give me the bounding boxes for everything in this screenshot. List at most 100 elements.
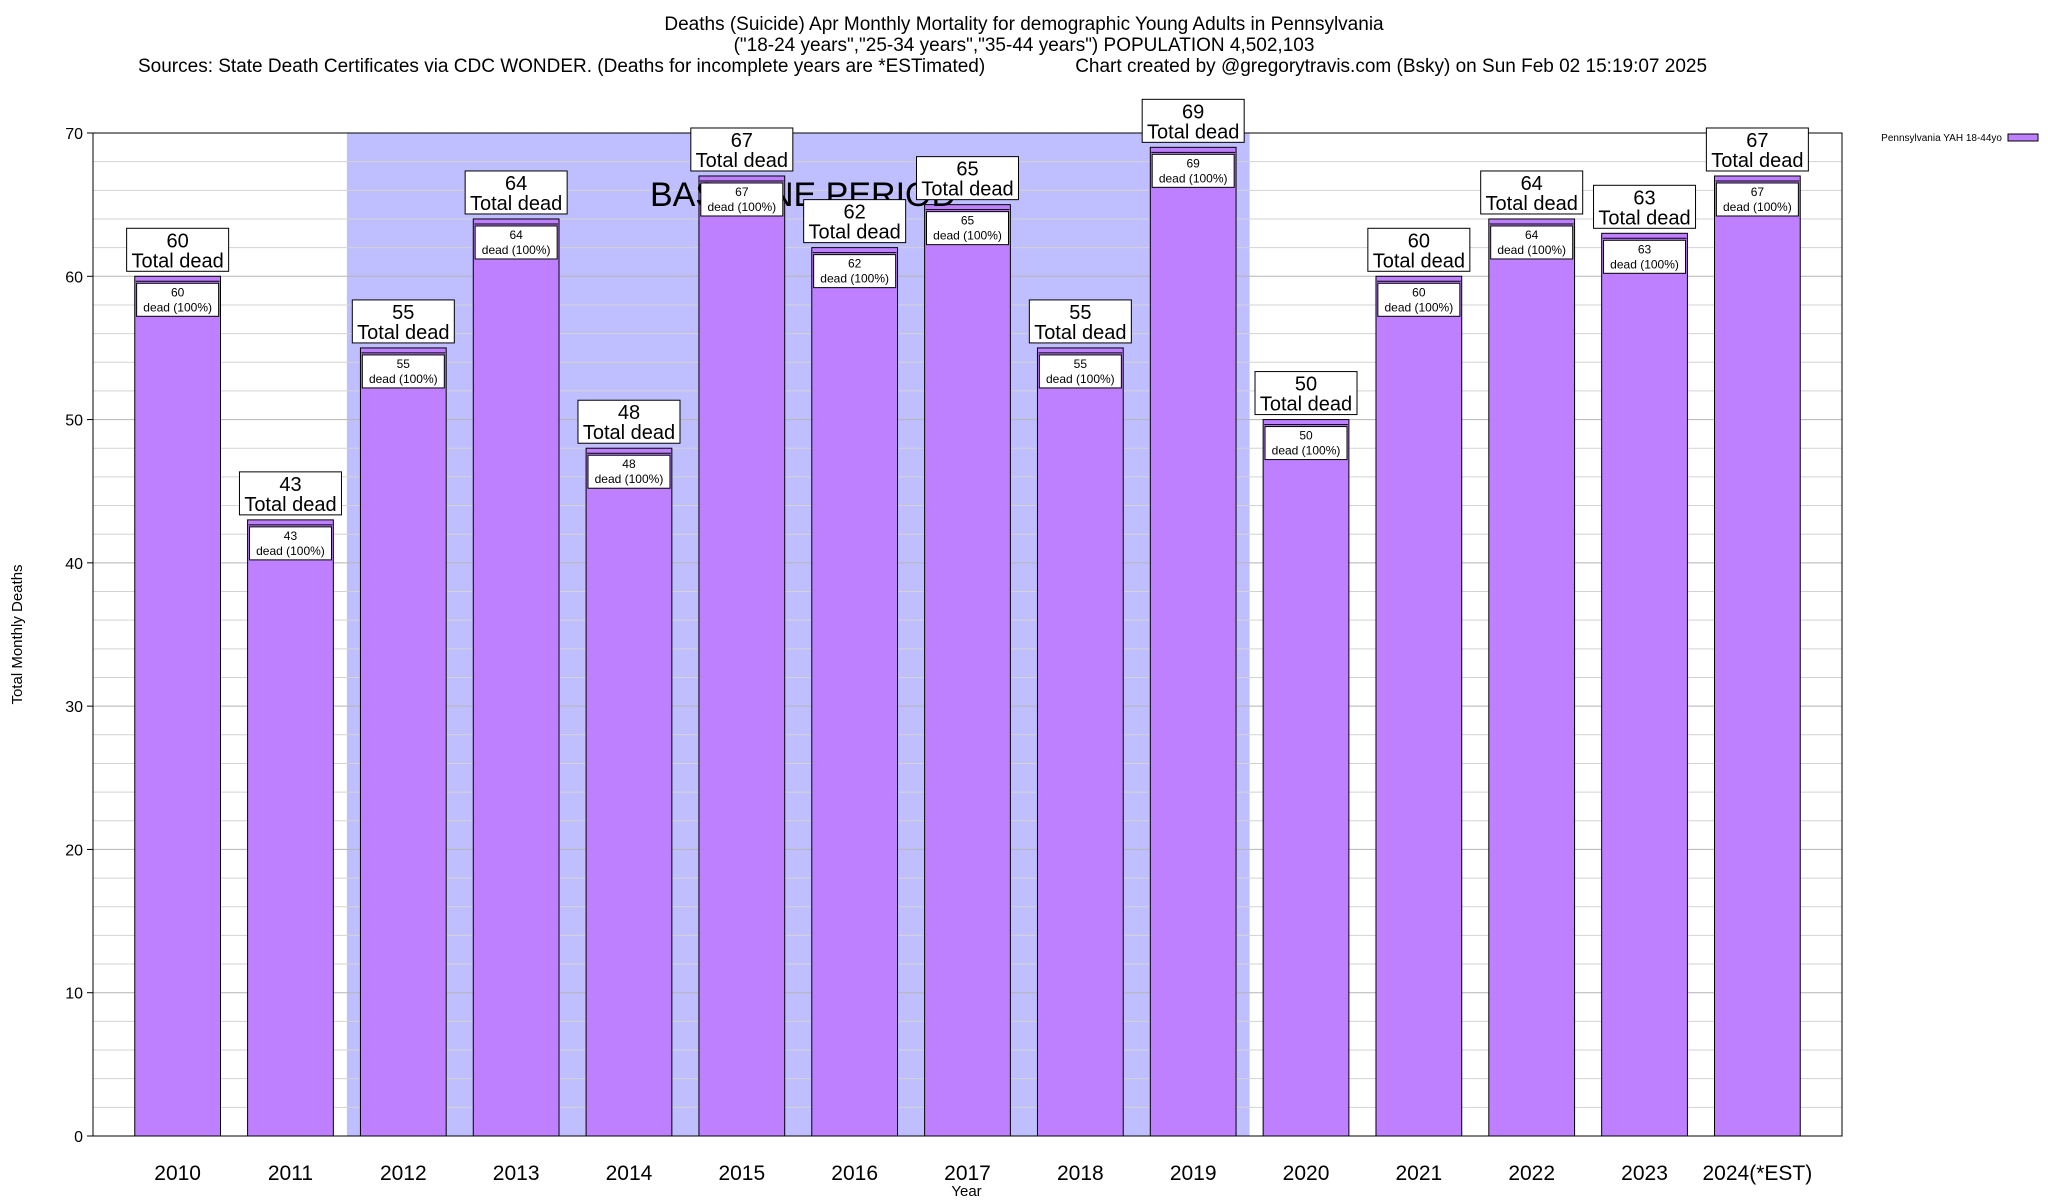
top-label-box	[1593, 184, 1697, 229]
inner-label-box	[1715, 182, 1799, 217]
x-tick-label: 2022	[1508, 1162, 1555, 1185]
inner-label-box	[587, 454, 671, 489]
inner-label-text: dead (100%)	[256, 544, 325, 558]
inner-label-value: 64	[509, 228, 523, 242]
plot-frame-layer	[92, 132, 1843, 1137]
inner-label-value: 60	[1412, 285, 1426, 299]
inner-label-value: 67	[1751, 185, 1765, 199]
top-label-text: Total dead	[470, 193, 562, 215]
top-label-value: 63	[1633, 187, 1655, 209]
inner-label-value: 55	[1074, 357, 1088, 371]
x-tick-label: 2016	[831, 1162, 878, 1185]
chart-title: Deaths (Suicide) Apr Monthly Mortality f…	[664, 14, 1384, 35]
top-label-value: 60	[167, 230, 189, 252]
inner-label-text: dead (100%)	[707, 200, 776, 214]
inner-label-text: dead (100%)	[933, 229, 1002, 243]
y-axis-title: Total Monthly Deaths	[9, 564, 26, 704]
bar-2020	[1262, 419, 1350, 1137]
top-label-box	[690, 127, 794, 172]
inner-label-value: 64	[1525, 228, 1539, 242]
x-tick-label: 2017	[944, 1162, 991, 1185]
top-label-value: 60	[1408, 230, 1430, 252]
bar-2021	[1375, 275, 1463, 1137]
x-tick-label: 2015	[718, 1162, 765, 1185]
chart-subtitle: ("18-24 years","25-34 years","35-44 year…	[733, 35, 1315, 56]
top-label-box	[577, 399, 681, 444]
y-tick-label: 40	[65, 556, 83, 573]
y-tick-label: 0	[74, 1129, 83, 1146]
bars-layer	[134, 146, 1801, 1137]
legend-label: Pennsylvania YAH 18-44yo	[1881, 133, 2002, 144]
x-tick-label: 2013	[493, 1162, 540, 1185]
inner-label-value: 60	[171, 285, 185, 299]
top-label-box	[464, 170, 568, 215]
bar-2011	[247, 519, 334, 1137]
top-label-text: Total dead	[921, 179, 1013, 201]
x-tick-label: 2020	[1283, 1162, 1330, 1185]
inner-label-box	[136, 282, 220, 317]
top-label-box	[1367, 227, 1471, 272]
inner-label-text: dead (100%)	[820, 272, 889, 286]
x-tick-label: 2019	[1170, 1162, 1217, 1185]
top-label-value: 43	[279, 474, 301, 496]
y-tick-label: 10	[65, 986, 83, 1003]
bar-2023	[1601, 232, 1688, 1137]
inner-label-value: 43	[284, 529, 298, 543]
top-label-value: 69	[1182, 101, 1204, 123]
inner-label-text: dead (100%)	[1046, 372, 1115, 386]
inner-label-value: 67	[735, 185, 749, 199]
inner-label-text: dead (100%)	[595, 472, 664, 486]
inner-label-value: 50	[1299, 429, 1313, 443]
inner-label-text: dead (100%)	[1384, 300, 1453, 314]
credit-text: Chart created by @gregorytravis.com (Bsk…	[1075, 56, 1708, 77]
inner-label-box	[474, 225, 558, 260]
inner-label-box	[1151, 153, 1235, 188]
top-label-text: Total dead	[1034, 322, 1126, 344]
top-label-text: Total dead	[1373, 250, 1465, 272]
inner-label-box	[1377, 282, 1461, 317]
top-label-box	[1705, 127, 1809, 172]
inner-label-box	[361, 354, 445, 389]
chart-header: Deaths (Suicide) Apr Monthly Mortality f…	[0, 14, 2048, 77]
top-label-value: 67	[1746, 130, 1768, 152]
top-label-box	[351, 299, 455, 344]
top-label-box	[1254, 371, 1358, 416]
bar-2017	[924, 204, 1011, 1137]
top-label-value: 64	[505, 173, 527, 195]
inner-label-text: dead (100%)	[1610, 257, 1679, 271]
top-label-value: 55	[1069, 302, 1091, 324]
top-label-value: 64	[1521, 173, 1543, 195]
inner-label-box	[1264, 426, 1348, 461]
inner-label-value: 65	[961, 214, 975, 228]
top-label-box	[916, 156, 1019, 201]
inner-label-text: dead (100%)	[143, 300, 212, 314]
bar-2010	[134, 275, 222, 1137]
bar-2014	[585, 447, 673, 1137]
bar-2022	[1488, 218, 1576, 1137]
inner-label-text: dead (100%)	[1272, 444, 1341, 458]
top-label-text: Total dead	[1486, 193, 1578, 215]
axes-layer: 0 10 20 30 40 50 60 70 2010 2011 2012 2013 2014 2015 2…	[9, 126, 1812, 1200]
x-tick-label: 2021	[1395, 1162, 1442, 1185]
inner-label-text: dead (100%)	[482, 243, 551, 257]
y-tick-label: 30	[65, 699, 83, 716]
inner-label-box	[813, 254, 897, 289]
x-tick-label: 2018	[1057, 1162, 1104, 1185]
y-tick-label: 50	[65, 413, 83, 430]
inner-label-value: 48	[622, 457, 636, 471]
top-label-text: Total dead	[696, 150, 788, 172]
plot-frame	[92, 132, 1843, 1137]
top-label-box	[1141, 98, 1245, 143]
x-tick-label: 2023	[1621, 1162, 1668, 1185]
top-label-value: 62	[844, 202, 866, 224]
x-tick-label: 2010	[154, 1162, 201, 1185]
inner-label-value: 63	[1638, 242, 1652, 256]
bar-2012	[359, 347, 447, 1137]
top-label-box	[803, 199, 907, 244]
sources-line: Sources: State Death Certificates via CD…	[0, 56, 2048, 77]
bar-2016	[811, 247, 899, 1137]
top-label-text: Total dead	[1260, 394, 1352, 416]
top-label-text: Total dead	[1598, 207, 1690, 229]
